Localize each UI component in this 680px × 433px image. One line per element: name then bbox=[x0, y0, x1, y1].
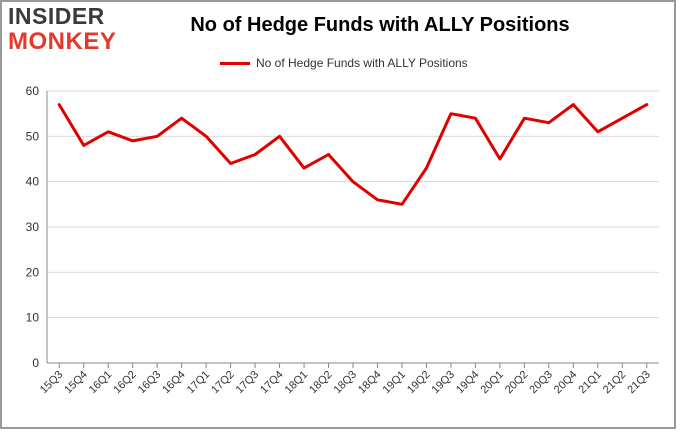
x-tick-label: 16Q2 bbox=[111, 369, 139, 397]
axes bbox=[46, 91, 659, 368]
x-tick-label: 19Q2 bbox=[405, 369, 433, 397]
x-tick-label: 21Q2 bbox=[601, 369, 629, 397]
x-tick-label: 17Q4 bbox=[258, 369, 286, 397]
x-tick-label: 20Q4 bbox=[552, 369, 580, 397]
x-tick-label: 17Q3 bbox=[234, 369, 262, 397]
y-tick-label: 10 bbox=[26, 311, 40, 325]
y-tick-label: 40 bbox=[26, 175, 40, 189]
x-tick-label: 20Q1 bbox=[478, 369, 506, 397]
x-tick-label: 18Q1 bbox=[283, 369, 311, 397]
x-tick-label: 19Q1 bbox=[381, 369, 409, 397]
x-tick-label: 17Q1 bbox=[185, 369, 213, 397]
y-tick-labels: 0 10 20 30 40 50 60 bbox=[26, 84, 40, 370]
x-tick-label: 15Q3 bbox=[38, 369, 66, 397]
x-tick-label: 15Q4 bbox=[62, 369, 90, 397]
legend-label: No of Hedge Funds with ALLY Positions bbox=[256, 56, 468, 70]
grid-lines bbox=[47, 90, 659, 319]
y-tick-label: 20 bbox=[26, 265, 40, 279]
x-tick-label: 16Q3 bbox=[136, 369, 164, 397]
chart-legend: No of Hedge Funds with ALLY Positions bbox=[220, 55, 468, 71]
y-tick-label: 0 bbox=[32, 356, 39, 370]
legend-swatch bbox=[220, 61, 250, 65]
x-tick-label: 21Q1 bbox=[576, 369, 604, 397]
x-tick-label: 17Q2 bbox=[209, 369, 237, 397]
series-line-layer bbox=[57, 103, 649, 206]
y-tick-label: 50 bbox=[26, 129, 40, 143]
x-tick-label: 20Q3 bbox=[527, 369, 555, 397]
x-tick-label: 19Q3 bbox=[430, 369, 458, 397]
series-line-0 bbox=[57, 103, 649, 206]
x-tick-label: 16Q1 bbox=[87, 369, 115, 397]
logo-text-monkey: MONKEY bbox=[8, 28, 117, 55]
x-tick-label: 16Q4 bbox=[160, 369, 188, 397]
y-tick-label: 60 bbox=[26, 84, 40, 98]
x-tick-label: 18Q2 bbox=[307, 369, 335, 397]
x-tick-labels: 15Q315Q416Q116Q216Q316Q417Q117Q217Q317Q4… bbox=[38, 369, 653, 397]
chart-title: No of Hedge Funds with ALLY Positions bbox=[190, 14, 570, 36]
x-tick-label: 21Q3 bbox=[625, 369, 653, 397]
y-tick-label: 30 bbox=[26, 220, 40, 234]
insider-monkey-logo: INSIDER MONKEY bbox=[8, 4, 130, 56]
x-tick-label: 20Q2 bbox=[503, 369, 531, 397]
logo-text-insider: INSIDER bbox=[8, 3, 105, 29]
x-tick-label: 19Q4 bbox=[454, 369, 482, 397]
x-tick-label: 18Q3 bbox=[332, 369, 360, 397]
x-tick-label: 18Q4 bbox=[356, 369, 384, 397]
